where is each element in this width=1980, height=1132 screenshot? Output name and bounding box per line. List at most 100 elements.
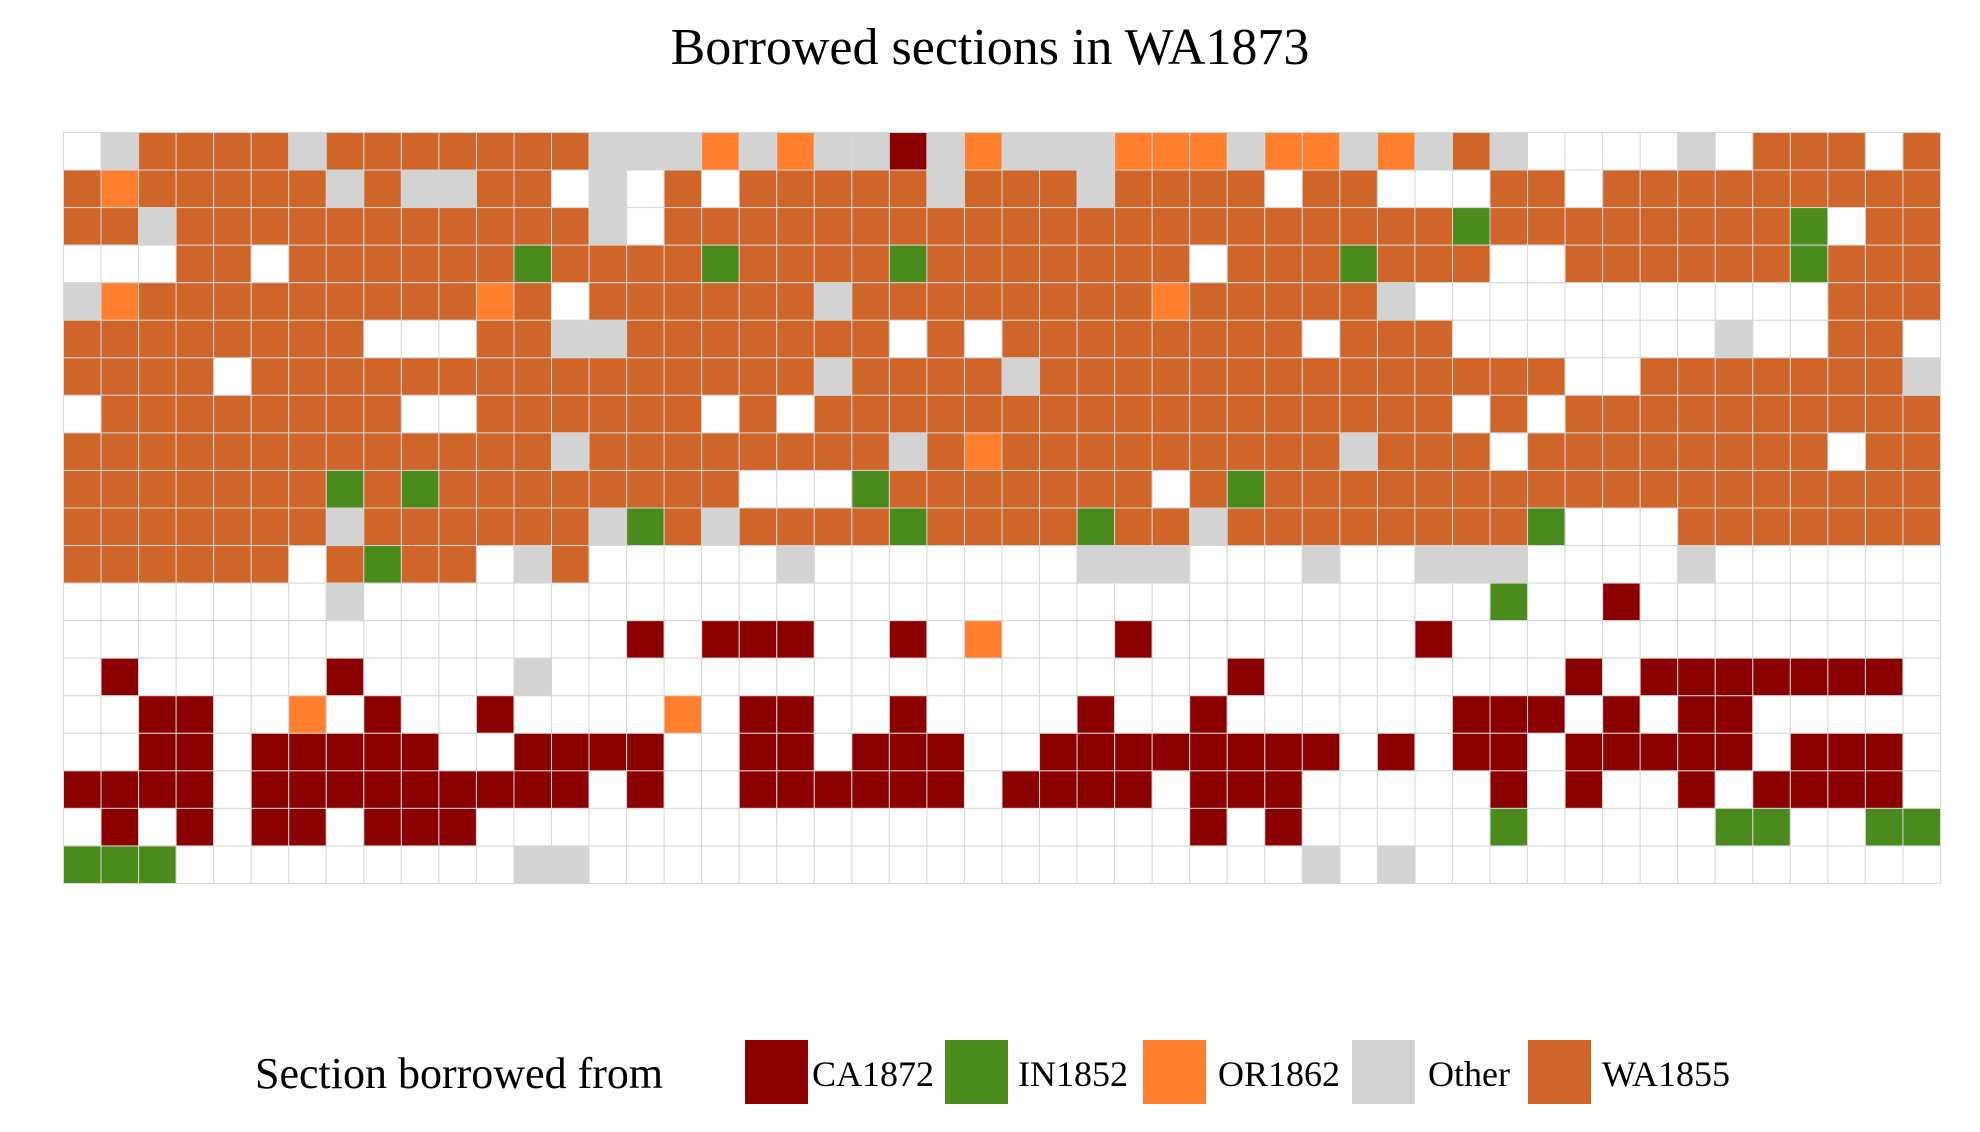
heatmap-cell-wa1855: [325, 394, 365, 434]
heatmap-cell-empty: [588, 582, 628, 622]
heatmap-cell-wa1855: [1376, 244, 1416, 284]
heatmap-cell-wa1855: [1602, 432, 1641, 471]
heatmap-cell-empty: [1451, 657, 1491, 697]
heatmap-cell-empty: [1864, 545, 1904, 584]
heatmap-cell-ca1872: [1226, 732, 1266, 772]
heatmap-cell-empty: [1639, 319, 1679, 359]
heatmap-cell-empty: [63, 732, 102, 772]
heatmap-cell-empty: [138, 807, 177, 847]
heatmap-cell-wa1855: [1714, 469, 1754, 509]
heatmap-cell-wa1855: [1827, 244, 1866, 284]
heatmap-cell-empty: [363, 319, 402, 359]
heatmap-cell-wa1855: [1001, 282, 1041, 321]
heatmap-cell-wa1855: [813, 432, 853, 471]
heatmap-cell-ca1872: [626, 620, 665, 659]
heatmap-cell-wa1855: [250, 319, 290, 359]
heatmap-cell-wa1855: [1189, 319, 1228, 359]
heatmap-cell-empty: [1339, 545, 1378, 584]
heatmap-cell-wa1855: [1264, 394, 1303, 434]
heatmap-cell-empty: [1226, 582, 1266, 622]
heatmap-cell-wa1855: [1001, 169, 1041, 209]
heatmap-cell-empty: [1602, 507, 1641, 547]
heatmap-cell-empty: [813, 469, 853, 509]
heatmap-cell-empty: [438, 620, 477, 659]
heatmap-cell-ca1872: [1301, 732, 1341, 772]
heatmap-cell-wa1855: [100, 319, 140, 359]
heatmap-cell-empty: [588, 620, 628, 659]
heatmap-cell-other: [1114, 545, 1153, 584]
heatmap-cell-wa1855: [288, 357, 327, 396]
heatmap-cell-empty: [1602, 282, 1641, 321]
heatmap-cell-wa1855: [1489, 469, 1529, 509]
heatmap-cell-empty: [1564, 807, 1604, 847]
heatmap-cell-wa1855: [1902, 132, 1941, 171]
heatmap-cell-empty: [175, 845, 215, 884]
heatmap-cell-in1852: [325, 469, 365, 509]
heatmap-cell-wa1855: [100, 357, 140, 396]
heatmap-cell-empty: [1076, 845, 1116, 884]
heatmap-cell-wa1855: [551, 207, 590, 246]
heatmap-cell-wa1855: [1602, 394, 1641, 434]
heatmap-cell-wa1855: [1677, 469, 1716, 509]
heatmap-cell-empty: [551, 620, 590, 659]
heatmap-cell-empty: [626, 207, 665, 246]
heatmap-cell-wa1855: [475, 394, 515, 434]
heatmap-cell-wa1855: [1827, 282, 1866, 321]
heatmap-cell-wa1855: [475, 357, 515, 396]
heatmap-cell-other: [1189, 507, 1228, 547]
heatmap-cell-empty: [213, 357, 252, 396]
heatmap-cell-empty: [1339, 807, 1378, 847]
heatmap-cell-in1852: [1864, 807, 1904, 847]
heatmap-cell-wa1855: [1339, 207, 1378, 246]
heatmap-cell-wa1855: [400, 432, 440, 471]
heatmap-cell-wa1855: [963, 207, 1003, 246]
heatmap-cell-wa1855: [1339, 169, 1378, 209]
heatmap-cell-empty: [1864, 582, 1904, 622]
heatmap-cell-other: [438, 169, 477, 209]
heatmap-cell-empty: [1151, 620, 1191, 659]
heatmap-cell-other: [588, 207, 628, 246]
heatmap-cell-empty: [813, 695, 853, 734]
heatmap-cell-wa1855: [513, 432, 553, 471]
heatmap-cell-in1852: [138, 845, 177, 884]
heatmap-cell-wa1855: [438, 545, 477, 584]
heatmap-cell-in1852: [1714, 807, 1754, 847]
heatmap-cell-wa1855: [1339, 507, 1378, 547]
heatmap-cell-or1862: [475, 282, 515, 321]
heatmap-cell-wa1855: [1789, 132, 1829, 171]
heatmap-cell-wa1855: [213, 469, 252, 509]
heatmap-cell-empty: [926, 582, 965, 622]
heatmap-cell-wa1855: [325, 319, 365, 359]
heatmap-cell-empty: [1677, 319, 1716, 359]
heatmap-cell-ca1872: [926, 732, 965, 772]
heatmap-cell-wa1855: [851, 207, 890, 246]
heatmap-cell-wa1855: [551, 394, 590, 434]
heatmap-cell-ca1872: [738, 620, 778, 659]
heatmap-cell-wa1855: [1264, 469, 1303, 509]
heatmap-cell-wa1855: [1639, 244, 1679, 284]
heatmap-cell-wa1855: [588, 432, 628, 471]
heatmap-cell-empty: [1264, 695, 1303, 734]
heatmap-cell-other: [1001, 132, 1041, 171]
heatmap-cell-empty: [138, 620, 177, 659]
heatmap-cell-empty: [1902, 657, 1941, 697]
heatmap-cell-wa1855: [1076, 282, 1116, 321]
heatmap-cell-wa1855: [1376, 507, 1416, 547]
heatmap-cell-wa1855: [1039, 432, 1078, 471]
heatmap-cell-other: [1001, 357, 1041, 396]
heatmap-cell-wa1855: [1189, 282, 1228, 321]
heatmap-cell-wa1855: [1902, 432, 1941, 471]
heatmap-cell-ca1872: [1076, 732, 1116, 772]
heatmap-cell-wa1855: [963, 244, 1003, 284]
heatmap-cell-empty: [1264, 845, 1303, 884]
heatmap-cell-wa1855: [288, 394, 327, 434]
heatmap-cell-ca1872: [138, 770, 177, 809]
heatmap-cell-empty: [1076, 657, 1116, 697]
heatmap-cell-wa1855: [1226, 394, 1266, 434]
heatmap-cell-empty: [213, 845, 252, 884]
heatmap-cell-other: [325, 582, 365, 622]
heatmap-cell-ca1872: [100, 657, 140, 697]
heatmap-cell-in1852: [63, 845, 102, 884]
heatmap-cell-wa1855: [1226, 507, 1266, 547]
heatmap-cell-empty: [701, 169, 740, 209]
